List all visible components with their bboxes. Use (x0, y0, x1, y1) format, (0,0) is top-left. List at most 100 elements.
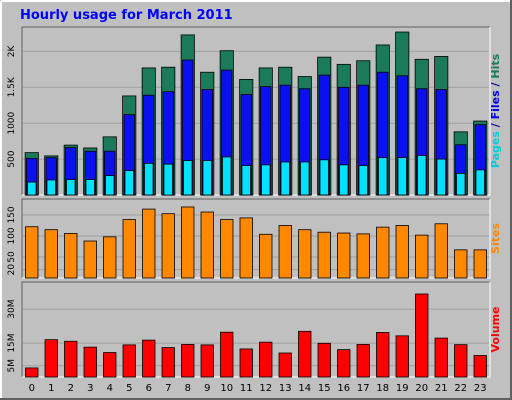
bar-sites-hour-0 (25, 226, 39, 279)
x-tick-label-hour-21: 21 (435, 383, 448, 394)
bar-volume-hour-18 (376, 332, 390, 378)
bar-volume-hour-3 (83, 346, 97, 378)
x-tick-label-hour-8: 8 (185, 383, 191, 394)
bar-sites-hour-8 (181, 206, 195, 279)
panel-sites-plot-area (22, 199, 490, 278)
bar-volume-hour-16 (337, 349, 351, 378)
bar-volume-hour-22 (454, 344, 468, 378)
x-tick-label-hour-0: 0 (29, 383, 35, 394)
bar-sites-hour-10 (220, 219, 234, 279)
x-tick-label-hour-10: 10 (220, 383, 233, 394)
bar-pages-hour-16 (339, 164, 349, 196)
bar-volume-hour-19 (395, 335, 409, 378)
bar-pages-hour-19 (397, 157, 407, 196)
panel-traffic-label-part: Pages (489, 131, 502, 169)
bar-volume-hour-4 (103, 352, 117, 378)
x-tick-label-hour-19: 19 (396, 383, 409, 394)
panel-traffic-label-part: / (489, 119, 502, 131)
panel-traffic: 500 1000 1.5K 2K Pages / Files / Hits (7, 26, 502, 196)
panel-volume-plot-area (22, 282, 490, 377)
panel-volume: 5M 15M 30M Volume (7, 281, 502, 378)
panel-traffic-label-part: Files (489, 90, 502, 120)
panel-volume-tick-label: 15M (7, 333, 17, 352)
panel-traffic-plot-area (22, 27, 490, 195)
bar-pages-hour-11 (241, 165, 251, 196)
x-tick-label-hour-22: 22 (454, 383, 467, 394)
panel-traffic-bevel-light (22, 27, 491, 196)
x-tick-label-hour-13: 13 (279, 383, 292, 394)
x-tick-label-hour-15: 15 (318, 383, 331, 394)
bar-pages-hour-18 (378, 157, 388, 196)
x-tick-label-hour-11: 11 (240, 383, 253, 394)
panel-volume-axis-label: Volume (489, 307, 502, 353)
bar-sites-hour-16 (337, 232, 351, 279)
bar-volume-hour-23 (473, 355, 487, 378)
bar-pages-hour-14 (300, 161, 310, 196)
bar-pages-hour-6 (144, 163, 154, 196)
bar-volume-hour-5 (122, 344, 136, 378)
series-sites (25, 206, 487, 279)
x-tick-label-hour-5: 5 (126, 383, 132, 394)
panel-sites-axis-label: Sites (489, 223, 502, 254)
x-tick-label-hour-18: 18 (376, 383, 389, 394)
panel-volume-tick-label: 5M (7, 359, 17, 373)
bar-pages-hour-15 (319, 159, 329, 196)
panel-traffic-label-part: Hits (489, 53, 502, 78)
bar-pages-hour-12 (261, 164, 271, 196)
x-tick-label-hour-7: 7 (165, 383, 171, 394)
bar-sites-hour-13 (278, 225, 292, 279)
panel-sites-label-part: Sites (489, 223, 502, 254)
panel-sites-tick-label: 50 (7, 251, 17, 263)
bar-volume-hour-14 (298, 330, 312, 378)
panel-volume-label-part: Volume (489, 307, 502, 353)
bar-volume-hour-1 (44, 339, 58, 378)
x-tick-label-hour-9: 9 (204, 383, 210, 394)
bar-sites-hour-22 (454, 249, 468, 279)
x-tick-label-hour-2: 2 (68, 383, 74, 394)
bar-sites-hour-11 (239, 217, 253, 279)
bar-volume-hour-8 (181, 344, 195, 378)
x-tick-label-hour-23: 23 (474, 383, 487, 394)
series-pages (27, 155, 485, 196)
x-tick-label-hour-20: 20 (415, 383, 428, 394)
bar-sites-hour-9 (200, 211, 214, 279)
bar-pages-hour-22 (456, 173, 466, 196)
bar-sites-hour-19 (395, 225, 409, 279)
bar-pages-hour-20 (417, 155, 427, 196)
bar-volume-hour-0 (25, 367, 39, 378)
bar-pages-hour-21 (436, 158, 446, 196)
bar-sites-hour-21 (434, 223, 448, 279)
panel-volume-tick-label: 30M (7, 300, 17, 319)
bar-sites-hour-5 (122, 219, 136, 279)
x-tick-label-hour-16: 16 (337, 383, 350, 394)
panel-traffic-axis-label: Pages / Files / Hits (489, 53, 502, 168)
panel-volume-bevel-light (22, 282, 491, 378)
bar-volume-hour-15 (317, 342, 331, 378)
bar-sites-hour-4 (103, 236, 117, 279)
bar-volume-hour-11 (239, 348, 253, 378)
bar-pages-hour-17 (358, 165, 368, 196)
panel-traffic-tick-label: 500 (7, 150, 17, 167)
panel-sites-tick-label: 150 (7, 206, 17, 223)
bar-sites-hour-14 (298, 229, 312, 279)
panel-sites-tick-label: 20 (7, 264, 17, 276)
bar-pages-hour-2 (66, 179, 76, 196)
x-tick-label-hour-14: 14 (298, 383, 311, 394)
panel-volume-bevel-dark (21, 281, 490, 377)
bar-sites-hour-6 (142, 208, 156, 279)
bar-volume-hour-17 (356, 344, 370, 378)
bar-volume-hour-21 (434, 337, 448, 378)
bar-volume-hour-13 (278, 352, 292, 378)
panel-sites-tick-label: 100 (7, 227, 17, 244)
bar-sites-hour-15 (317, 231, 331, 279)
x-tick-label-hour-17: 17 (357, 383, 370, 394)
x-axis-hour-labels: 0 1 2 3 4 5 6 7 8 9 10 11 12 13 14 15 16 17 18 19 20 21 22 23 (29, 383, 487, 394)
bar-sites-hour-23 (473, 249, 487, 279)
bar-pages-hour-5 (124, 170, 134, 196)
bar-pages-hour-3 (85, 179, 95, 196)
bar-volume-hour-7 (161, 347, 175, 378)
bar-volume-hour-10 (220, 331, 234, 378)
bar-sites-hour-1 (44, 229, 58, 279)
